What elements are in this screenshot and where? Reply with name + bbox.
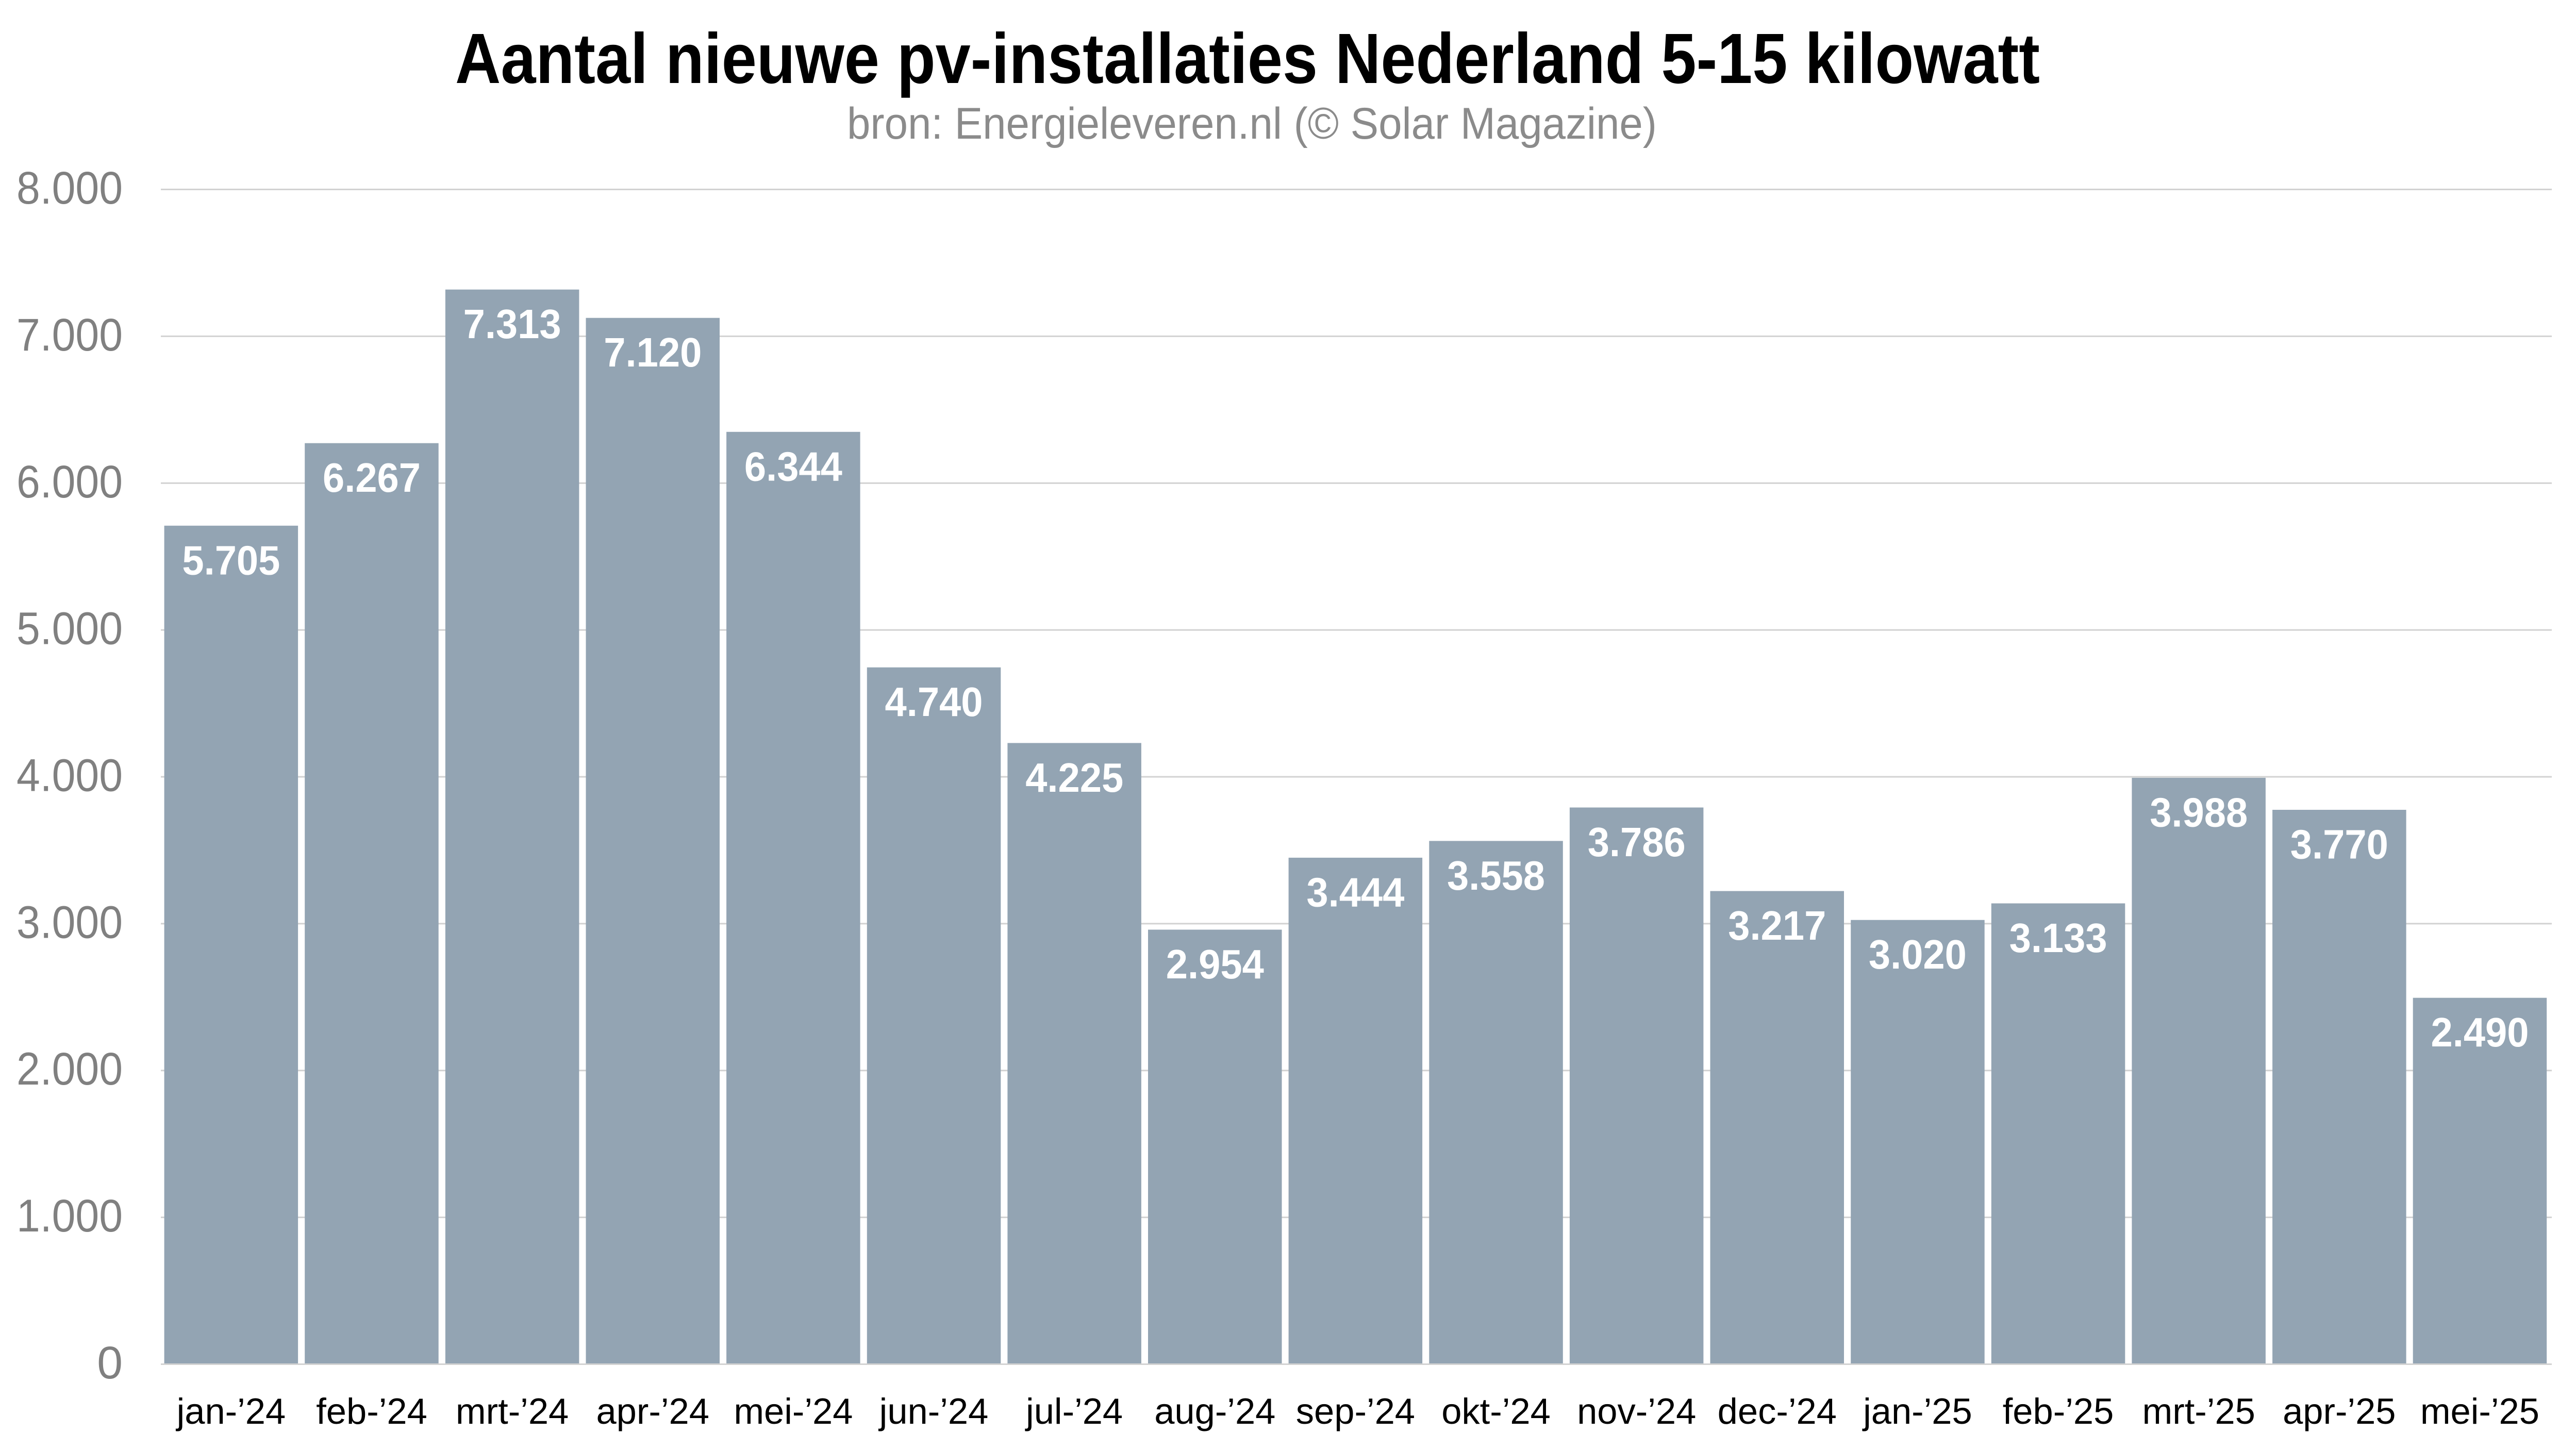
svg-text:bron: Energieleveren.nl (© Sol: bron: Energieleveren.nl (© Solar Magazin… xyxy=(847,99,1657,148)
svg-text:dec-’24: dec-’24 xyxy=(1718,1391,1837,1431)
svg-text:jan-’25: jan-’25 xyxy=(1862,1391,1972,1431)
svg-text:mei-’25: mei-’25 xyxy=(2420,1391,2539,1431)
svg-text:7.000: 7.000 xyxy=(16,309,123,360)
svg-text:7.120: 7.120 xyxy=(604,329,702,375)
svg-text:jan-’24: jan-’24 xyxy=(176,1391,286,1431)
svg-text:3.000: 3.000 xyxy=(16,896,123,947)
svg-text:2.954: 2.954 xyxy=(1166,941,1264,987)
svg-text:mei-’24: mei-’24 xyxy=(734,1391,853,1431)
svg-text:1.000: 1.000 xyxy=(16,1190,123,1241)
svg-text:3.217: 3.217 xyxy=(1728,903,1826,948)
svg-text:mrt-’24: mrt-’24 xyxy=(456,1391,569,1431)
svg-text:4.740: 4.740 xyxy=(885,679,983,725)
svg-text:feb-’24: feb-’24 xyxy=(316,1391,427,1431)
svg-text:8.000: 8.000 xyxy=(16,162,123,213)
svg-text:5.705: 5.705 xyxy=(182,537,280,583)
svg-text:2.490: 2.490 xyxy=(2431,1009,2529,1055)
svg-text:Aantal nieuwe pv-installaties: Aantal nieuwe pv-installaties Nederland … xyxy=(455,19,2040,98)
svg-text:jul-’24: jul-’24 xyxy=(1025,1391,1123,1431)
svg-text:3.786: 3.786 xyxy=(1588,819,1686,865)
svg-text:3.988: 3.988 xyxy=(2150,789,2248,835)
svg-text:apr-’24: apr-’24 xyxy=(596,1391,709,1431)
svg-text:3.020: 3.020 xyxy=(1869,931,1967,977)
svg-text:5.000: 5.000 xyxy=(16,603,123,654)
svg-text:4.000: 4.000 xyxy=(16,750,123,801)
svg-text:nov-’24: nov-’24 xyxy=(1577,1391,1696,1431)
svg-text:3.444: 3.444 xyxy=(1306,869,1404,915)
svg-text:6.344: 6.344 xyxy=(744,443,842,489)
svg-text:3.133: 3.133 xyxy=(2009,915,2107,961)
svg-text:feb-’25: feb-’25 xyxy=(2003,1391,2114,1431)
svg-text:6.267: 6.267 xyxy=(323,455,421,501)
svg-text:7.313: 7.313 xyxy=(463,301,561,347)
svg-text:mrt-’25: mrt-’25 xyxy=(2142,1391,2255,1431)
svg-text:0: 0 xyxy=(97,1337,123,1388)
svg-text:3.558: 3.558 xyxy=(1447,853,1545,898)
svg-text:okt-’24: okt-’24 xyxy=(1441,1391,1551,1431)
svg-text:apr-’25: apr-’25 xyxy=(2283,1391,2396,1431)
svg-text:aug-’24: aug-’24 xyxy=(1154,1391,1275,1431)
svg-text:3.770: 3.770 xyxy=(2290,822,2388,868)
svg-text:6.000: 6.000 xyxy=(16,456,123,507)
svg-text:2.000: 2.000 xyxy=(16,1043,123,1094)
svg-text:jun-’24: jun-’24 xyxy=(878,1391,989,1431)
svg-text:4.225: 4.225 xyxy=(1025,755,1123,801)
svg-text:sep-’24: sep-’24 xyxy=(1296,1391,1415,1431)
